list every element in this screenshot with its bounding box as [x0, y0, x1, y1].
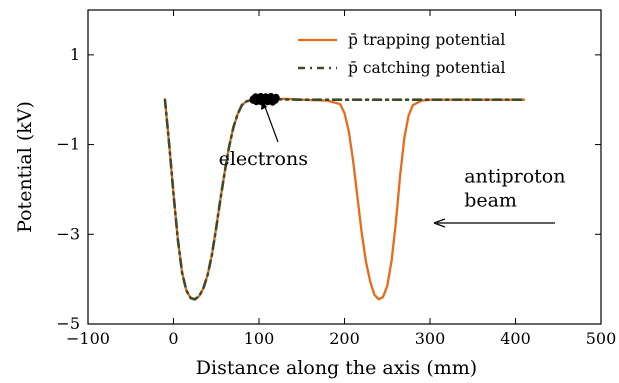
- electrons-annotation-line: electrons: [219, 148, 308, 170]
- y-tick-label: −1: [56, 135, 80, 154]
- x-tick-label: 200: [329, 329, 360, 348]
- y-axis-label: Potential (kV): [14, 101, 36, 233]
- x-tick-label: 500: [586, 329, 617, 348]
- plot-frame: [87, 9, 602, 325]
- beam-arrowhead: [433, 218, 446, 228]
- electron-point: [268, 94, 276, 103]
- legend-label-catching: p̄ catching potential: [348, 59, 506, 77]
- x-axis-label: Distance along the axis (mm): [196, 357, 477, 379]
- x-tick-label: 400: [500, 329, 531, 348]
- y-tick-label: −5: [56, 314, 80, 333]
- electron-cloud: [249, 92, 280, 106]
- plot-area: [87, 9, 602, 325]
- electron-point: [257, 94, 266, 103]
- electrons-arrowhead: [261, 100, 267, 110]
- x-tick-label: 300: [415, 329, 446, 348]
- x-tick-label: −100: [66, 329, 110, 348]
- beam-annotation-line: beam: [464, 190, 517, 212]
- y-tick-label: −3: [56, 224, 80, 243]
- y-tick-label: 1: [70, 45, 80, 64]
- catching-potential-line: [163, 97, 526, 301]
- electrons-arrow: [263, 103, 279, 143]
- beam-annotation-line: antiproton: [464, 166, 565, 188]
- legend: p̄ trapping potential p̄ catching potenti…: [298, 31, 506, 77]
- x-tick-label: 0: [168, 329, 178, 348]
- x-tick-label: 100: [244, 329, 275, 348]
- legend-label-trapping: p̄ trapping potential: [348, 31, 505, 49]
- electron-point: [251, 94, 259, 103]
- series-group: [163, 97, 526, 301]
- electron-point: [263, 94, 271, 103]
- axis-ticks: −100 0 100 200 300 400 500 1 −1 −3 −5: [56, 10, 616, 348]
- axis-labels: Distance along the axis (mm) Potential (k…: [14, 101, 477, 379]
